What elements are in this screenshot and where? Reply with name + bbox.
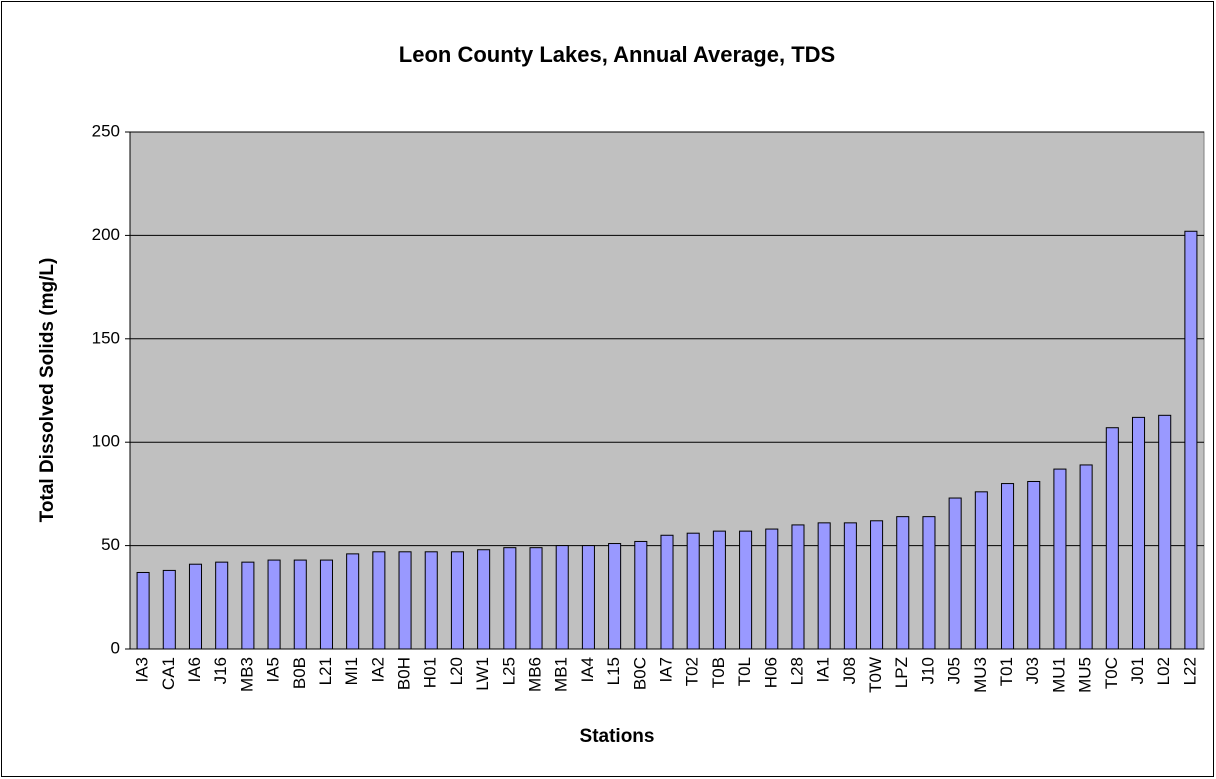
bar: [241, 561, 255, 650]
bar: [293, 559, 307, 650]
x-tick-label: L22: [1180, 657, 1199, 685]
y-tick-label: 50: [101, 535, 120, 554]
bar: [162, 569, 176, 650]
x-tick-label: IA1: [814, 657, 833, 683]
x-tick-label: LW1: [473, 657, 492, 691]
bar: [372, 551, 386, 650]
x-tick-label: L21: [316, 657, 335, 685]
bar: [765, 528, 779, 650]
x-tick-label: L15: [604, 657, 623, 685]
bar: [398, 551, 412, 650]
bar: [660, 534, 674, 650]
bar: [817, 522, 831, 650]
x-tick-label: T02: [683, 657, 702, 686]
x-tick-label: J05: [945, 657, 964, 684]
x-tick-label: B0H: [395, 657, 414, 690]
bar: [870, 520, 884, 650]
x-tick-label: MU1: [1049, 657, 1068, 693]
bar: [319, 559, 333, 650]
x-tick-label: T0W: [866, 657, 885, 693]
x-tick-label: IA5: [264, 657, 283, 683]
bar: [529, 547, 543, 650]
bar: [503, 547, 517, 650]
x-tick-label: T0L: [735, 657, 754, 686]
bar: [712, 530, 726, 650]
y-tick-label: 100: [92, 432, 120, 451]
bar: [1027, 480, 1041, 650]
bar: [1184, 230, 1198, 650]
x-tick-label: L25: [499, 657, 518, 685]
bar: [634, 540, 648, 650]
x-tick-label: J08: [840, 657, 859, 684]
x-tick-label: J16: [211, 657, 230, 684]
bar: [450, 551, 464, 650]
bar: [555, 545, 569, 650]
bar: [1158, 414, 1172, 650]
x-tick-label: IA4: [578, 657, 597, 683]
x-tick-label: J10: [918, 657, 937, 684]
bar: [608, 543, 622, 650]
bar: [1131, 416, 1146, 650]
bar: [843, 522, 857, 650]
x-tick-label: IA3: [133, 657, 152, 683]
x-tick-label: MB1: [552, 657, 571, 692]
x-tick-label: B0B: [290, 657, 309, 689]
y-tick-label: 150: [92, 328, 120, 347]
y-tick-label: 200: [92, 225, 120, 244]
bar: [424, 551, 438, 650]
x-tick-label: MI1: [342, 657, 361, 685]
x-tick-label: L20: [447, 657, 466, 685]
bar: [1079, 464, 1093, 650]
bar: [922, 516, 936, 650]
bar: [1105, 427, 1119, 650]
bar: [188, 563, 203, 650]
x-tick-label: IA6: [185, 657, 204, 683]
bar: [1053, 468, 1067, 650]
bar: [1001, 483, 1015, 650]
bar: [267, 559, 281, 650]
bar: [896, 516, 910, 650]
bar: [948, 497, 962, 650]
y-tick-label: 250: [92, 121, 120, 140]
chart-title: Leon County Lakes, Annual Average, TDS: [399, 42, 835, 67]
x-tick-label: B0C: [630, 657, 649, 690]
y-tick-label: 0: [111, 638, 120, 657]
bar: [477, 549, 491, 650]
y-axis-label: Total Dissolved Solids (mg/L): [37, 258, 58, 523]
x-tick-label: MB6: [526, 657, 545, 692]
x-tick-label: T01: [997, 657, 1016, 686]
x-tick-label: MU5: [1076, 657, 1095, 693]
x-axis-label: Stations: [580, 726, 655, 747]
bar: [215, 561, 229, 650]
x-tick-label: MU3: [971, 657, 990, 693]
x-tick-label: T0C: [1102, 657, 1121, 689]
x-tick-label: IA7: [656, 657, 675, 683]
x-tick-label: H06: [761, 657, 780, 688]
bar: [346, 553, 360, 650]
x-tick-label: H01: [421, 657, 440, 688]
x-tick-label: IA2: [368, 657, 387, 683]
bar: [739, 530, 753, 650]
bar: [136, 571, 150, 650]
x-tick-label: LPZ: [892, 657, 911, 688]
bar: [791, 524, 805, 650]
bar: [686, 532, 700, 650]
x-tick-label: CA1: [159, 657, 178, 690]
x-tick-label: J01: [1128, 657, 1147, 684]
x-tick-label: J03: [1023, 657, 1042, 684]
x-tick-label: T0B: [709, 657, 728, 688]
x-tick-label: MB3: [237, 657, 256, 692]
bar: [581, 545, 595, 650]
x-tick-label: L02: [1154, 657, 1173, 685]
bar: [974, 491, 988, 650]
x-tick-label: L28: [787, 657, 806, 685]
